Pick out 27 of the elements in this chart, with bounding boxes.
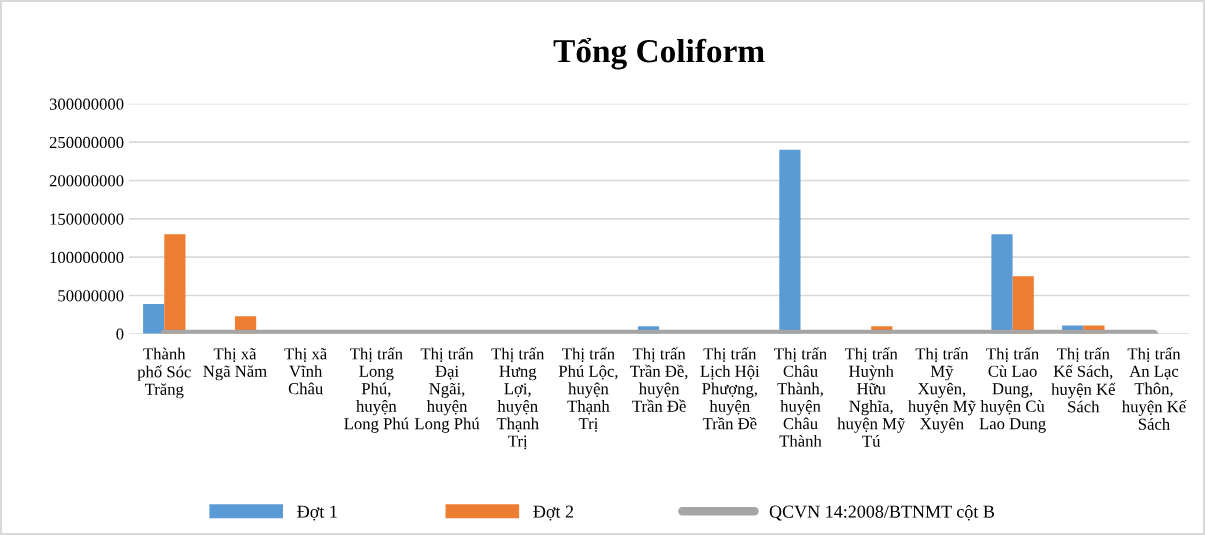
legend-label: Đợt 2 <box>533 505 574 521</box>
y-tick-label: 100000000 <box>50 251 124 264</box>
x-tick-label: Thị trấn Huỳnh Hữu Nghĩa, huyện Mỹ Tú <box>837 347 906 447</box>
x-tick-label: Thị trấn Phú Lộc, huyện Thạnh Trị <box>558 347 618 432</box>
y-tick-label: 0 <box>116 328 124 340</box>
x-tick-label: Thị trấn Cù Lao Dung, huyện Cù Lao Dung <box>979 347 1046 433</box>
x-tick-label: Thị trấn Kế Sách, huyện Kế Sách <box>1051 347 1116 413</box>
x-tick-label: Thị trấn Châu Thành, huyện Châu Thành <box>774 347 827 447</box>
x-tick-label: Thị trấn Hưng Lợi, huyện Thạnh Trị <box>491 347 545 450</box>
y-tick-label: 200000000 <box>49 175 124 187</box>
x-tick-label: Thị trấn Trần Đề, huyện Trần Đề <box>630 347 688 412</box>
x-tick-label: Thị trấn An Lạc Thôn, huyện Kế Sách <box>1121 347 1187 430</box>
x-tick-label: Thị trấn Long Phú, huyện Long Phú <box>344 347 409 433</box>
legend-label: Đợt 1 <box>297 505 337 521</box>
x-tick-label: Thị trấn Mỹ Xuyên, huyện Mỹ Xuyên <box>908 347 976 433</box>
chart-title: Tổng Coliform <box>553 37 765 70</box>
y-tick-label: 250000000 <box>49 136 124 149</box>
x-tick-label: Thị trấn Lịch Hội Phượng, huyện Trần Đề <box>700 347 760 430</box>
y-tick-label: 150000000 <box>50 213 124 225</box>
y-tick-label: 50000000 <box>58 290 124 302</box>
bar <box>143 303 165 334</box>
x-tick-label: Thị xã Ngã Năm <box>203 347 267 381</box>
x-tick-label: Thị trấn Đại Ngãi, huyện Long Phú <box>414 347 480 433</box>
y-tick-label: 300000000 <box>49 98 124 110</box>
x-tick-label: Thành phố Sóc Trăng <box>137 347 191 399</box>
x-tick-label: Thị xã Vĩnh Châu <box>284 347 327 395</box>
legend-label: QCVN 14:2008/BTNMT cột B <box>769 505 995 521</box>
